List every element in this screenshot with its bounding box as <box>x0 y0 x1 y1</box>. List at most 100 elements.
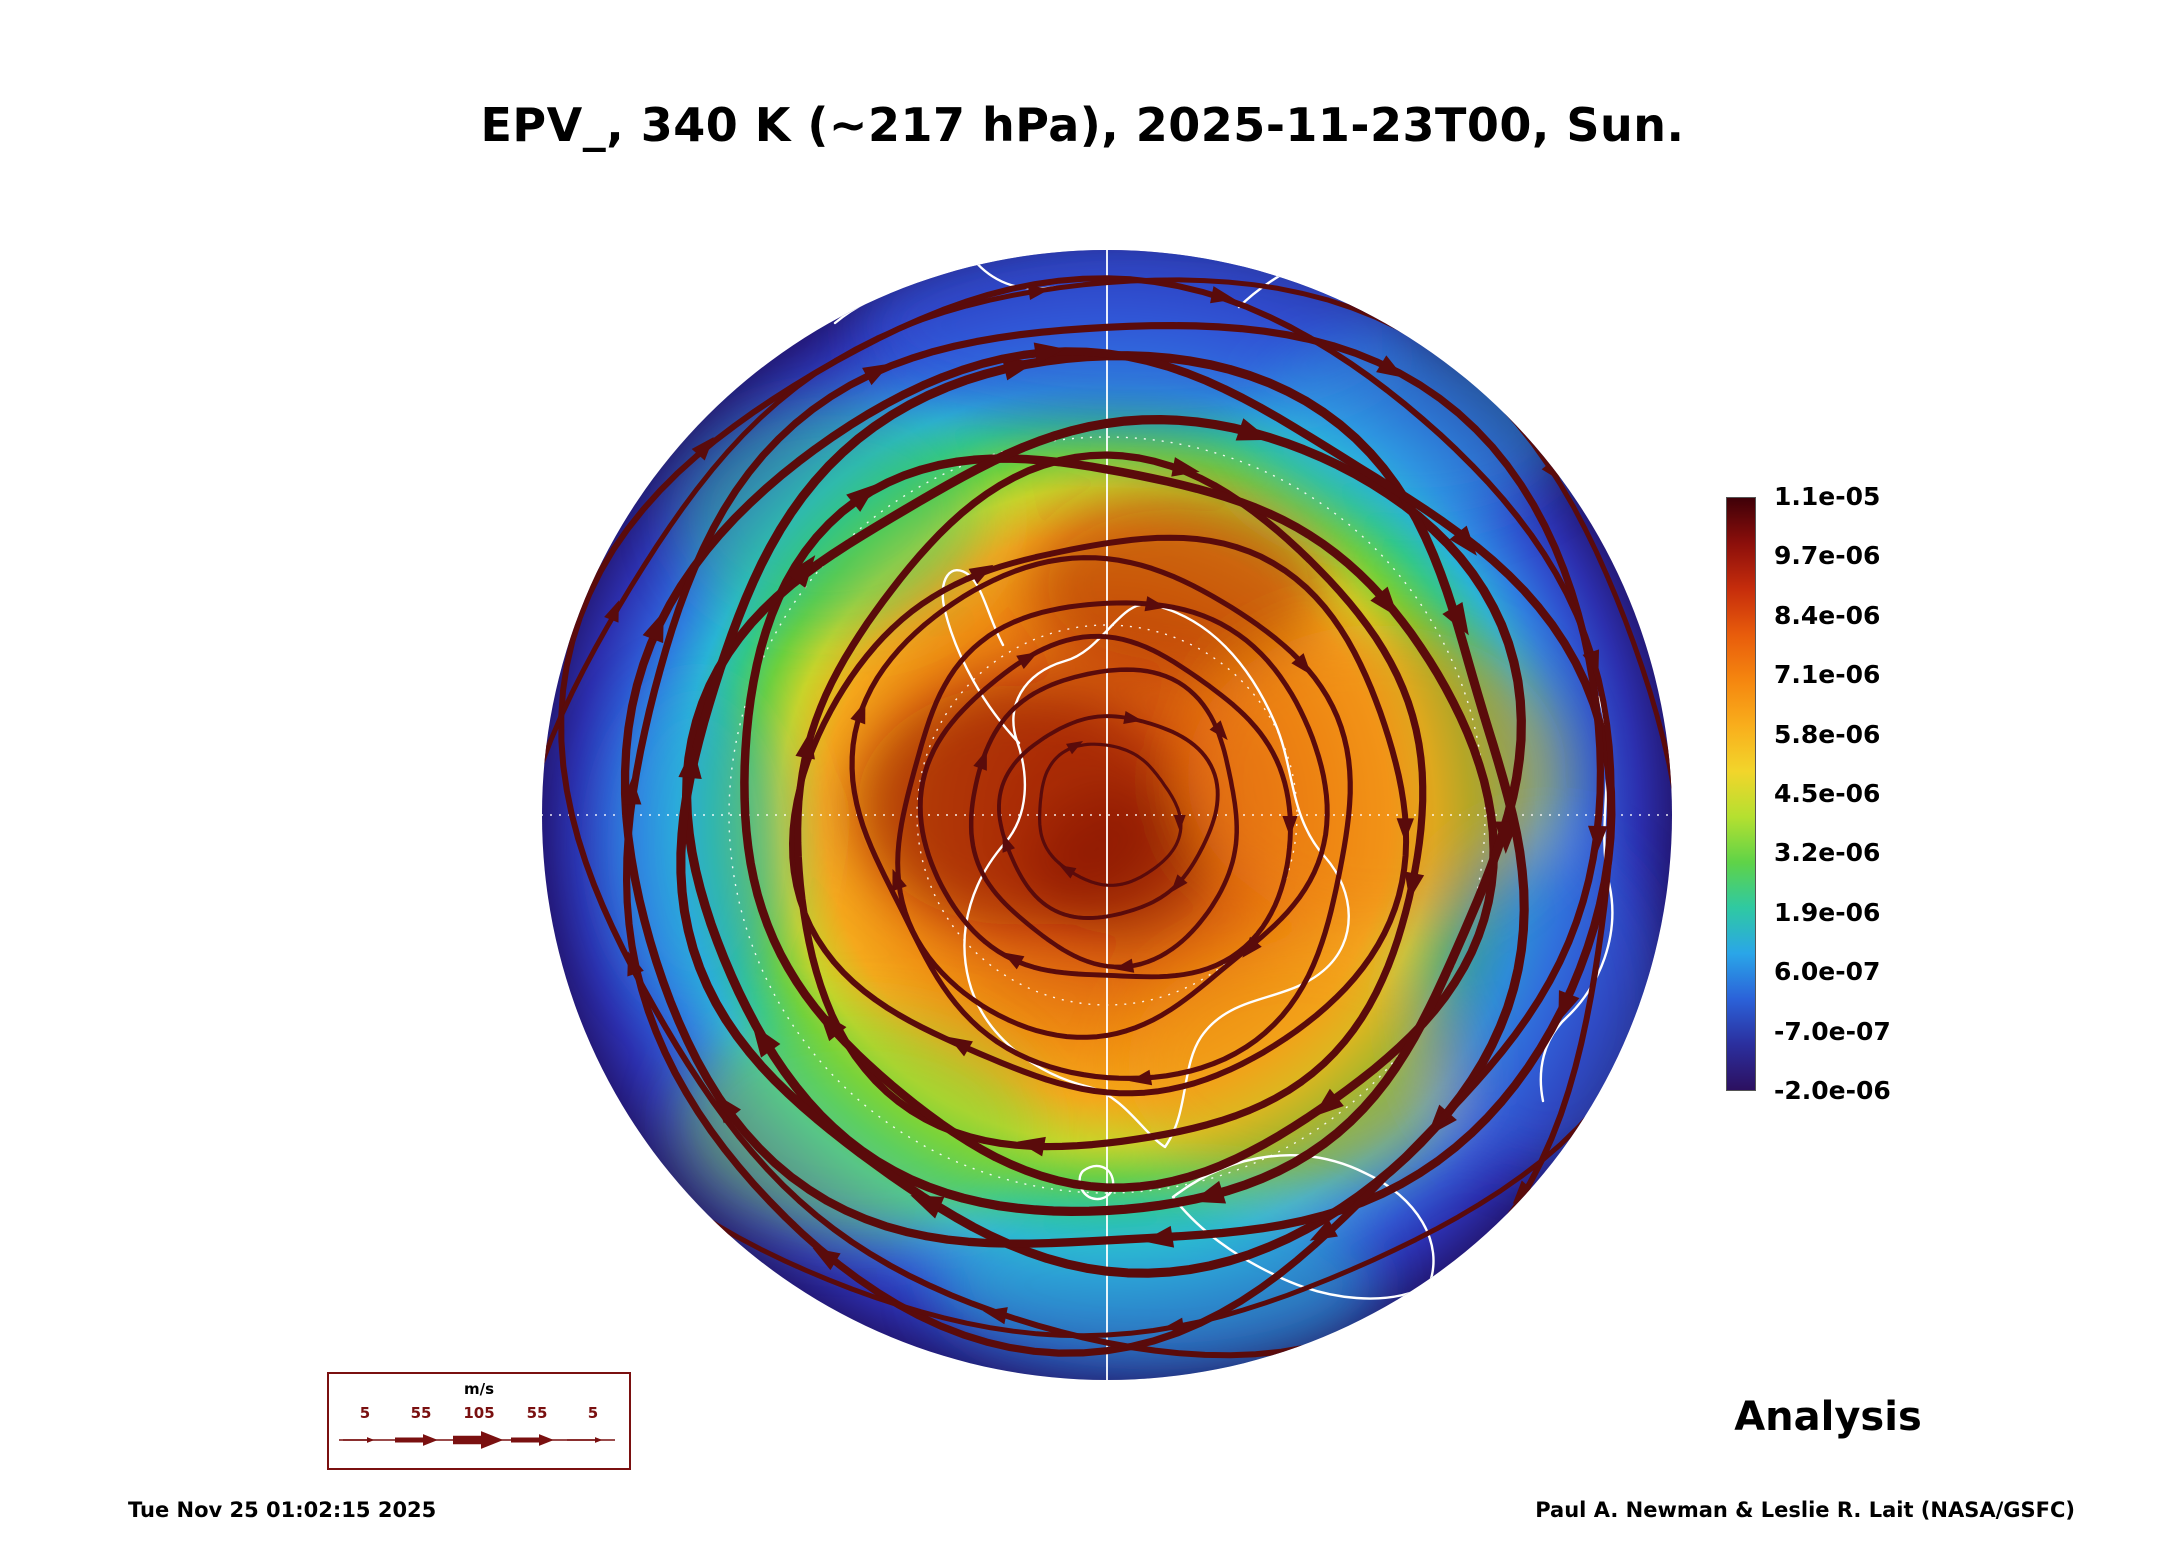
flow-arrow-icon <box>795 731 815 760</box>
streamline <box>789 534 1410 1097</box>
flow-arrow-icon <box>1242 936 1262 958</box>
flow-arrow-icon <box>1170 874 1188 893</box>
flow-arrow-icon <box>786 555 816 589</box>
wind-arrow-head-icon <box>367 1437 375 1443</box>
wind-speed-tick: 5 <box>360 1404 370 1422</box>
graticule <box>542 250 1672 1380</box>
field-anomaly-blob <box>1427 845 1667 1165</box>
flow-arrow-icon <box>678 746 702 780</box>
flow-arrow-icon <box>973 749 987 771</box>
flow-arrow-icon <box>1313 1088 1344 1117</box>
wind-arrow-head-icon <box>595 1437 603 1443</box>
flow-arrow-icon <box>1162 1317 1185 1333</box>
flow-arrow-icon <box>1017 1136 1046 1157</box>
streamline <box>849 555 1353 1081</box>
colorbar-tick-label: 1.9e-06 <box>1774 897 1881 927</box>
wind-speed-tick: 5 <box>588 1404 598 1422</box>
streamline <box>740 454 1498 1192</box>
flow-arrow-icon <box>948 1036 973 1057</box>
colorbar-tick-label: 6.0e-07 <box>1774 957 1881 987</box>
flow-arrow-icon <box>1002 952 1025 970</box>
field-anomaly-blob <box>677 405 977 625</box>
colorbar-tick-label: 9.7e-06 <box>1774 541 1881 571</box>
figure-title: EPV_, 340 K (~217 hPa), 2025-11-23T00, S… <box>480 98 1685 152</box>
flow-arrow-icon <box>1209 720 1228 741</box>
streamline <box>917 633 1293 980</box>
flow-arrow-icon <box>1376 355 1405 378</box>
flow-arrow-icon <box>968 564 994 585</box>
timestamp: Tue Nov 25 01:02:15 2025 <box>128 1498 437 1522</box>
flow-arrow-icon <box>1066 740 1084 755</box>
flow-arrow-icon <box>910 1195 945 1219</box>
streamline <box>620 347 1616 1248</box>
flow-arrow-icon <box>812 1247 841 1271</box>
colorbar-tick-label: 5.8e-06 <box>1774 719 1881 749</box>
flow-arrow-icon <box>1033 342 1065 365</box>
colorbar-tick-label: -7.0e-07 <box>1774 1016 1891 1046</box>
flow-arrow-icon <box>1442 601 1469 636</box>
flow-arrow-icon <box>862 363 891 386</box>
flow-arrow-icon <box>1142 1225 1175 1248</box>
flow-arrow-icon <box>1173 815 1186 832</box>
coastline-fragment-top-right <box>1237 250 1399 309</box>
flow-arrow-icon <box>1512 1180 1535 1205</box>
flow-arrow-icon <box>1210 286 1235 304</box>
flow-arrow-icon <box>1235 418 1270 441</box>
field-anomaly-blob <box>1032 795 1212 935</box>
field-anomaly-blob <box>1187 625 1567 925</box>
credit: Paul A. Newman & Leslie R. Lait (NASA/GS… <box>1535 1498 2075 1522</box>
flow-arrow-icon <box>1582 649 1600 675</box>
colorbar-ticks: 1.1e-05 9.7e-06 8.4e-06 7.1e-06 5.8e-06 4.5e-… <box>1774 482 1914 1105</box>
flow-arrow-icon <box>1282 815 1298 837</box>
flow-arrow-icon <box>1191 1180 1227 1204</box>
flow-arrow-icon <box>1129 1069 1153 1086</box>
colorbar-gradient <box>1726 497 1756 1091</box>
flow-arrow-icon <box>1059 865 1077 879</box>
colorbar-tick-label: 8.4e-06 <box>1774 600 1881 630</box>
flow-arrow-icon <box>1370 586 1399 618</box>
colorbar-tick-label: -2.0e-06 <box>1774 1076 1891 1105</box>
flow-arrow-icon <box>691 436 714 461</box>
flow-arrow-icon <box>850 701 866 725</box>
colorbar-tick-label: 4.5e-06 <box>1774 779 1881 808</box>
flow-arrow-icon <box>1144 596 1167 612</box>
polar-map <box>542 250 1672 1380</box>
streamline <box>623 322 1604 1357</box>
flow-arrow-icon <box>636 1162 656 1184</box>
wind-speed-tick: 55 <box>527 1404 548 1422</box>
wind-arrow-head-icon <box>481 1431 504 1449</box>
colorbar-tick-label: 7.1e-06 <box>1774 660 1881 690</box>
wind-arrow-head-icon <box>539 1434 554 1446</box>
flow-arrow-icon <box>1027 284 1050 301</box>
flow-arrow-icon <box>1558 990 1580 1022</box>
flow-arrow-icon <box>1640 1025 1656 1048</box>
flow-arrow-icon <box>1291 653 1312 675</box>
flow-arrow-icon <box>604 600 619 623</box>
flow-arrow-icon <box>1541 459 1561 481</box>
flow-arrow-icon <box>1016 652 1038 670</box>
flow-arrow-icon <box>1404 871 1425 900</box>
flow-arrow-icon <box>1309 1219 1338 1241</box>
streamline <box>997 714 1220 920</box>
flow-arrow-icon <box>642 611 664 644</box>
flow-arrow-icon <box>846 484 877 512</box>
colorbar-tick-label: 3.2e-06 <box>1774 838 1881 868</box>
coastline-fragment-left <box>547 393 584 581</box>
colorbar-tick-label: 1.1e-05 <box>1774 482 1881 511</box>
flow-arrow-icon <box>1588 825 1608 853</box>
flow-arrow-icon <box>621 777 642 805</box>
field-anomaly-blob <box>1257 335 1577 515</box>
streamline <box>794 451 1427 1151</box>
colorbar: 1.1e-05 9.7e-06 8.4e-06 7.1e-06 5.8e-06 4.5e-… <box>1726 482 1891 1105</box>
flow-arrow-icon <box>1001 357 1036 381</box>
wind-arrow-head-icon <box>423 1434 438 1446</box>
streamline <box>968 667 1239 970</box>
flow-arrow-icon <box>818 1010 847 1042</box>
streamline <box>895 600 1330 1040</box>
flow-arrow-icon <box>1449 525 1477 556</box>
flow-arrow-icon <box>1396 818 1414 842</box>
flow-arrow-icon <box>1171 457 1200 477</box>
wind-speed-tick: 105 <box>463 1404 494 1422</box>
flow-arrow-icon <box>982 1307 1008 1325</box>
